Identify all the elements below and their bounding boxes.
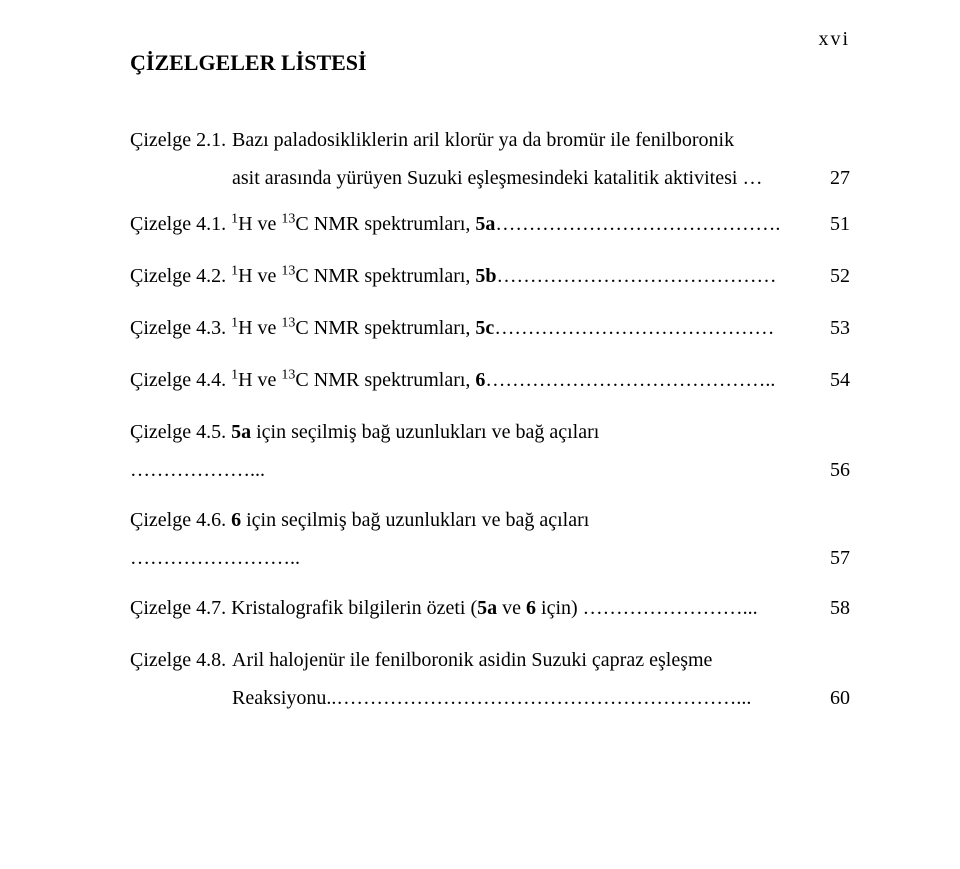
entry-label: Çizelge 2.1. [130, 129, 226, 151]
toc-entry: Çizelge 4.3. 1H ve 13C NMR spektrumları,… [130, 309, 850, 347]
entry-text: Reaksiyonu..……………………………………………………... [232, 679, 751, 717]
entry-text: için seçilmiş bağ uzunlukları ve bağ açı… [241, 509, 589, 531]
entry-text: Kristalografik bilgilerin özeti (5a ve 6… [231, 597, 758, 619]
entries-container: Çizelge 2.1. Bazı paladosikliklerin aril … [130, 121, 850, 717]
toc-entry: Çizelge 4.4. 1H ve 13C NMR spektrumları,… [130, 361, 850, 399]
entry-page: 53 [830, 309, 850, 347]
toc-entry: Çizelge 4.7. Kristalografik bilgilerin ö… [130, 589, 850, 627]
entry-page: 52 [830, 257, 850, 295]
entry-page: 54 [830, 361, 850, 399]
toc-entry: Çizelge 4.6. 6 için seçilmiş bağ uzunluk… [130, 501, 850, 577]
toc-entry: Çizelge 4.1. 1H ve 13C NMR spektrumları,… [130, 205, 850, 243]
entry-leader: …………………….. [130, 547, 300, 569]
entry-text: 1H ve 13C NMR spektrumları, 5c…………………………… [231, 317, 774, 339]
entry-text: 1H ve 13C NMR spektrumları, 6……………………………… [231, 369, 775, 391]
toc-entry: Çizelge 4.2. 1H ve 13C NMR spektrumları,… [130, 257, 850, 295]
entry-label: Çizelge 4.1. [130, 213, 231, 235]
entry-text: 1H ve 13C NMR spektrumları, 5a…………………………… [231, 213, 780, 235]
entry-text: Aril halojenür ile fenilboronik asidin S… [232, 641, 712, 679]
entry-label: Çizelge 4.8. [130, 649, 226, 671]
entry-label: Çizelge 4.2. [130, 265, 231, 287]
entry-label: Çizelge 4.5. [130, 421, 231, 443]
entry-text: asit arasında yürüyen Suzuki eşleşmesind… [232, 159, 762, 197]
list-of-tables-heading: ÇİZELGELER LİSTESİ [130, 50, 850, 76]
entry-label: Çizelge 4.7. [130, 597, 231, 619]
entry-leader: ………………... [130, 459, 265, 481]
entry-page: 60 [830, 679, 850, 717]
entry-label: Çizelge 4.4. [130, 369, 231, 391]
entry-text: 1H ve 13C NMR spektrumları, 5b…………………………… [231, 265, 776, 287]
entry-text: için seçilmiş bağ uzunlukları ve bağ açı… [251, 421, 599, 443]
toc-entry: Çizelge 4.5. 5a için seçilmiş bağ uzunlu… [130, 413, 850, 489]
entry-page: 27 [830, 159, 850, 197]
toc-entry: Çizelge 2.1. Bazı paladosikliklerin aril … [130, 121, 850, 197]
entry-label: Çizelge 4.3. [130, 317, 231, 339]
page-number-header: xvi [818, 28, 850, 51]
entry-page: 56 [830, 451, 850, 490]
entry-text: Bazı paladosikliklerin aril klorür ya da… [232, 121, 734, 159]
toc-entry: Çizelge 4.8. Aril halojenür ile fenilboro… [130, 641, 850, 717]
entry-label: Çizelge 4.6. [130, 509, 231, 531]
entry-page: 58 [830, 589, 850, 627]
entry-page: 51 [830, 205, 850, 243]
entry-page: 57 [830, 539, 850, 578]
